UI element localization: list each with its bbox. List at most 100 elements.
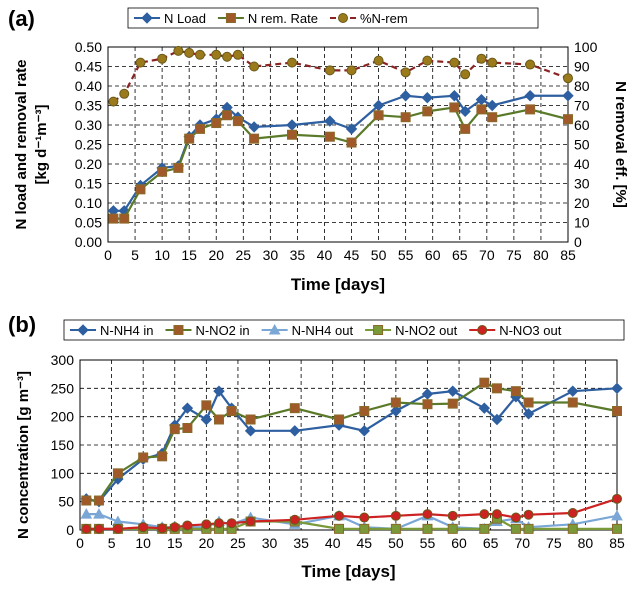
x-tick-label: 5 <box>108 535 116 551</box>
data-point <box>523 397 534 408</box>
y-tick-label: 0.05 <box>75 215 102 231</box>
data-point <box>524 90 536 102</box>
data-point <box>612 493 622 504</box>
y-tick-label: 0.15 <box>75 176 102 192</box>
data-point <box>211 49 222 60</box>
data-point <box>373 110 384 121</box>
data-point <box>476 104 487 115</box>
data-point <box>211 118 222 129</box>
data-point <box>523 523 534 534</box>
data-point <box>510 386 521 397</box>
panel-a-y2-ticks: 0 10 20 30 40 50 60 70 80 90 100 <box>574 39 598 250</box>
data-point <box>81 523 92 534</box>
x-tick-label: 45 <box>357 535 373 551</box>
data-point <box>399 90 412 102</box>
x-tick-label: 0 <box>104 247 112 263</box>
data-point <box>359 512 370 523</box>
legend-marker <box>373 325 384 335</box>
y-tick-label: 0.45 <box>75 59 102 75</box>
data-point <box>213 414 224 425</box>
data-point <box>213 518 224 529</box>
data-point <box>80 508 93 519</box>
panel-b-y-ticks: 0 50 100 150 200 250 300 <box>51 352 75 538</box>
data-point <box>324 131 335 142</box>
y2-tick-label: 90 <box>574 59 590 75</box>
data-point <box>522 408 535 420</box>
data-point <box>169 424 180 435</box>
legend-entry: N Load <box>164 11 206 26</box>
data-point <box>422 523 433 534</box>
data-point <box>479 523 490 534</box>
x-tick-label: 10 <box>154 247 170 263</box>
x-tick-label: 70 <box>514 535 530 551</box>
y-tick-label: 0.50 <box>75 39 102 55</box>
data-point <box>226 518 237 529</box>
data-point <box>563 73 573 84</box>
panel-a-legend: N Load N rem. Rate %N-rem <box>127 7 539 29</box>
data-point <box>195 49 205 60</box>
y-tick-label: 0 <box>66 522 74 538</box>
x-tick-label: 10 <box>135 535 151 551</box>
data-point <box>447 510 458 521</box>
data-point <box>346 137 357 148</box>
data-point <box>324 115 336 127</box>
x-tick-label: 85 <box>609 535 625 551</box>
x-tick-label: 0 <box>76 535 84 551</box>
data-point <box>567 385 579 397</box>
data-point <box>173 45 184 56</box>
data-point <box>169 522 180 533</box>
data-point <box>173 162 184 173</box>
x-tick-label: 75 <box>546 535 562 551</box>
data-point <box>491 413 503 426</box>
plot-border <box>79 359 618 531</box>
x-tick-label: 65 <box>483 535 499 551</box>
data-point <box>287 57 297 68</box>
data-point <box>567 508 578 518</box>
legend-marker <box>338 13 348 23</box>
panel-a-series <box>107 45 574 224</box>
data-point <box>222 110 233 121</box>
data-point <box>449 102 460 113</box>
data-point <box>184 133 195 144</box>
x-tick-label: 60 <box>425 247 441 263</box>
y2-tick-label: 50 <box>574 137 590 153</box>
data-point <box>373 55 384 66</box>
y-tick-label: 300 <box>51 352 75 368</box>
panel-a-plot-frame <box>107 46 569 243</box>
data-point <box>201 400 212 411</box>
legend-marker <box>141 12 153 24</box>
data-point <box>567 397 578 408</box>
data-point <box>226 406 237 416</box>
legend-entry: N-NH4 in <box>100 323 153 338</box>
panel-b-plot-frame <box>79 359 618 531</box>
data-point <box>447 385 459 397</box>
panel-a-y-axis-label-line1: N load and removal rate <box>13 59 30 229</box>
panel-a-y-ticks: 0.00 0.05 0.10 0.15 0.20 0.25 0.30 0.35 0.40 0.45… <box>75 39 102 250</box>
data-point <box>93 508 105 519</box>
data-point <box>460 123 471 134</box>
data-point <box>289 425 301 437</box>
panel-a-y-axis-label-line2: [kg d⁻¹m⁻³] <box>33 105 50 185</box>
x-tick-label: 55 <box>398 247 414 263</box>
data-point <box>93 523 104 534</box>
y-tick-label: 250 <box>51 380 75 396</box>
data-point <box>479 377 490 388</box>
data-point <box>182 423 193 433</box>
y-tick-label: 0.20 <box>75 156 102 172</box>
data-point <box>334 510 345 521</box>
legend-box <box>63 319 625 341</box>
data-point <box>138 522 149 533</box>
legend-marker <box>268 323 281 335</box>
data-point <box>400 112 411 123</box>
data-point <box>232 116 243 127</box>
data-point <box>334 523 345 534</box>
data-point <box>245 414 256 425</box>
data-point <box>459 105 471 118</box>
data-point <box>195 123 205 134</box>
data-point <box>93 495 104 506</box>
data-point <box>201 519 212 530</box>
data-point <box>346 65 357 76</box>
panel-b-label: (b) <box>8 312 36 337</box>
x-tick-label: 5 <box>131 247 139 263</box>
